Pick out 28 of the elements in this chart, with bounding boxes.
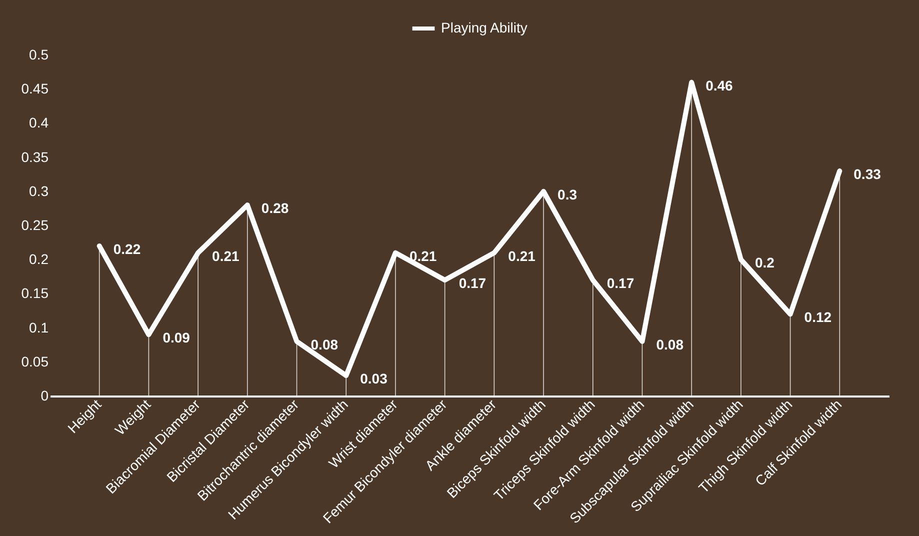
data-label: 0.21 bbox=[508, 248, 536, 264]
data-label: 0.17 bbox=[606, 275, 634, 292]
data-label: 0.33 bbox=[854, 166, 882, 182]
data-label: 0.21 bbox=[212, 248, 240, 264]
data-label: 0.17 bbox=[458, 275, 486, 292]
legend-label: Playing Ability bbox=[441, 20, 528, 36]
data-label: 0.08 bbox=[310, 336, 338, 352]
y-tick-label: 0.35 bbox=[21, 148, 49, 165]
y-tick-label: 0 bbox=[40, 388, 49, 404]
y-tick-label: 0.3 bbox=[29, 182, 49, 199]
data-label: 0.3 bbox=[558, 186, 578, 202]
y-tick-label: 0.1 bbox=[29, 319, 49, 336]
y-tick-label: 0.05 bbox=[21, 353, 49, 370]
data-label: 0.46 bbox=[706, 77, 734, 94]
y-tick-label: 0.45 bbox=[21, 80, 49, 97]
y-tick-label: 0.2 bbox=[29, 251, 49, 268]
y-tick-label: 0.4 bbox=[29, 114, 49, 131]
data-label: 0.12 bbox=[804, 309, 832, 326]
data-label: 0.08 bbox=[656, 336, 684, 352]
y-tick-label: 0.25 bbox=[21, 217, 49, 233]
data-label: 0.28 bbox=[261, 200, 289, 216]
data-label: 0.22 bbox=[113, 240, 141, 257]
data-label: 0.21 bbox=[409, 248, 437, 264]
data-label: 0.09 bbox=[162, 330, 190, 346]
y-tick-label: 0.15 bbox=[21, 285, 49, 302]
y-tick-label: 0.5 bbox=[29, 46, 49, 62]
data-label: 0.03 bbox=[360, 370, 388, 387]
data-label: 0.2 bbox=[754, 254, 775, 271]
